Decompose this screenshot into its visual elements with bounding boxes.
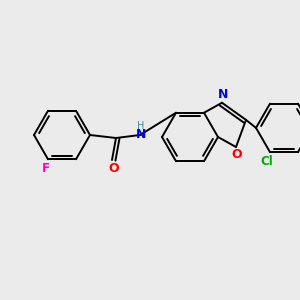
Text: H: H <box>137 121 145 131</box>
Text: N: N <box>136 128 146 140</box>
Text: O: O <box>232 148 242 161</box>
Text: Cl: Cl <box>261 154 273 168</box>
Text: O: O <box>109 161 119 175</box>
Text: F: F <box>42 162 50 175</box>
Text: N: N <box>218 88 228 101</box>
